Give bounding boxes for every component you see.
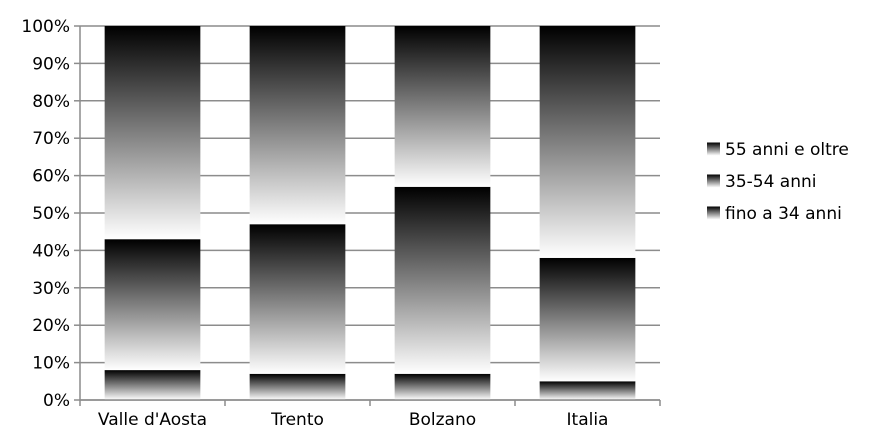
- y-tick-label-8: 80%: [32, 92, 70, 112]
- bar-3-series-1: [539, 257, 636, 382]
- y-tick-label-3: 30%: [32, 279, 70, 299]
- y-tick-label-6: 60%: [32, 167, 70, 187]
- bar-3-series-2: [539, 26, 636, 258]
- x-category-label-0: Valle d'Aosta: [98, 410, 207, 430]
- bars: [104, 26, 636, 400]
- axes: [74, 25, 661, 406]
- y-tick-label-5: 50%: [32, 204, 70, 224]
- y-tick-label-9: 90%: [32, 54, 70, 74]
- y-tick-label-10: 100%: [21, 17, 70, 37]
- bar-3-series-0: [539, 381, 636, 400]
- legend-label-1: 35-54 anni: [725, 172, 817, 192]
- y-tick-label-1: 10%: [32, 354, 70, 374]
- legend-label-0: 55 anni e oltre: [725, 140, 849, 160]
- y-tick-label-4: 40%: [32, 241, 70, 261]
- bar-0-series-0: [104, 370, 201, 400]
- bar-2-series-2: [394, 26, 491, 187]
- x-category-label-2: Bolzano: [409, 410, 476, 430]
- bar-2-series-0: [394, 373, 491, 400]
- bar-0-series-2: [104, 26, 201, 240]
- legend: 55 anni e oltre 35-54 anni fino a 34 anni: [707, 140, 849, 224]
- bar-1-series-2: [249, 26, 346, 225]
- bar-1-series-0: [249, 373, 346, 400]
- y-tick-labels: 0% 10% 20% 30% 40% 50% 60% 70% 80% 90% 100%: [21, 17, 70, 411]
- y-tick-label-0: 0%: [43, 391, 70, 411]
- x-category-label-3: Italia: [567, 410, 609, 430]
- legend-swatch-2: [707, 206, 720, 220]
- legend-swatch-0: [707, 142, 720, 156]
- legend-label-2: fino a 34 anni: [725, 204, 842, 224]
- y-tick-label-7: 70%: [32, 129, 70, 149]
- legend-swatch-1: [707, 174, 720, 188]
- bar-0-series-1: [104, 239, 201, 371]
- x-category-labels: Valle d'Aosta Trento Bolzano Italia: [98, 410, 609, 430]
- bar-1-series-1: [249, 224, 346, 374]
- y-tick-label-2: 20%: [32, 316, 70, 336]
- bar-2-series-1: [394, 186, 491, 374]
- x-category-label-1: Trento: [270, 410, 324, 430]
